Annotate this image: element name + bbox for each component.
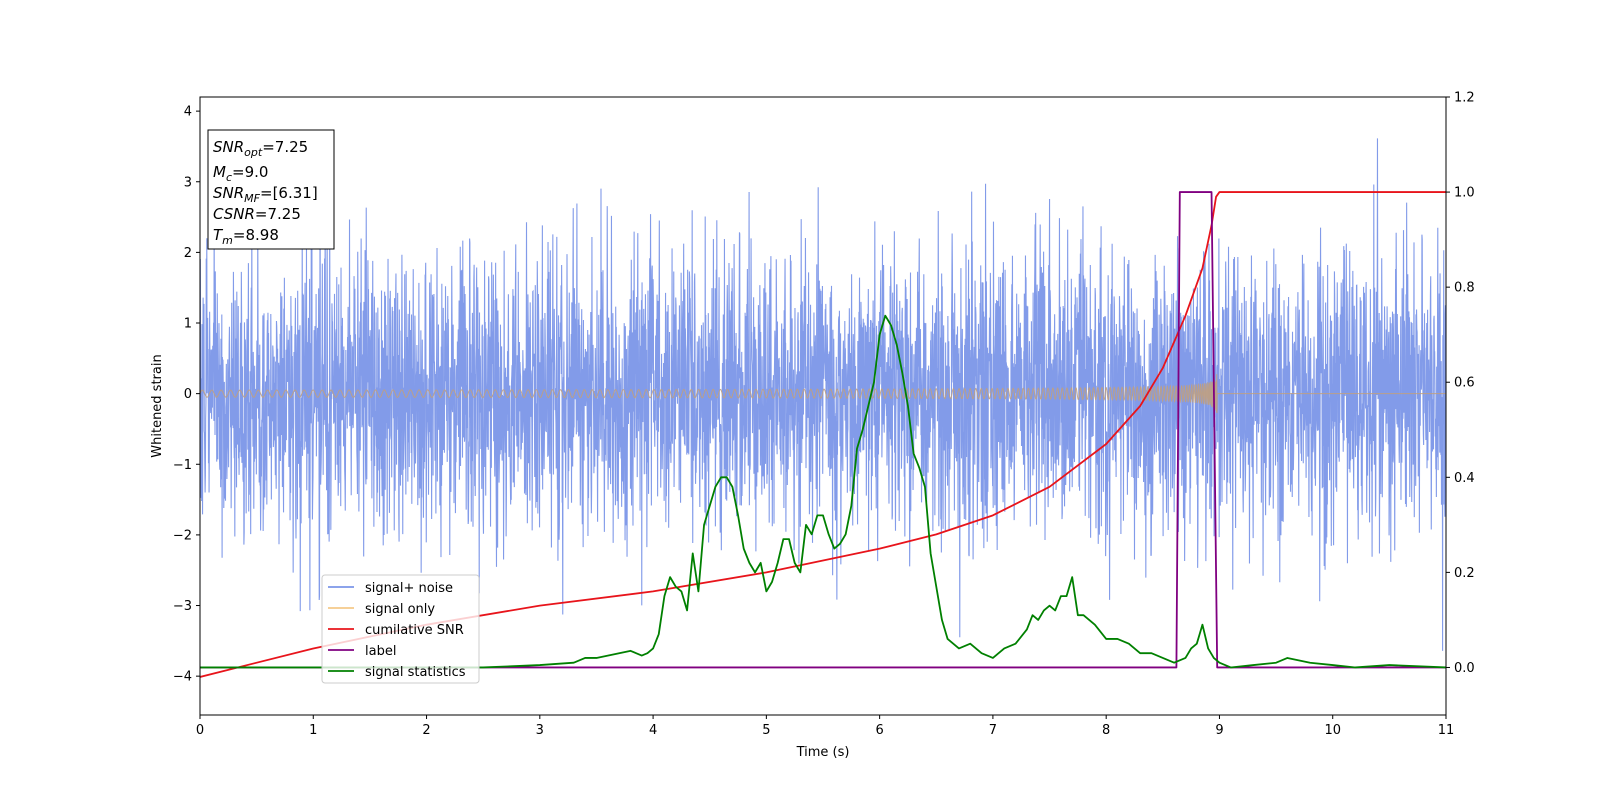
- x-tick-label: 9: [1215, 723, 1223, 738]
- x-tick-label: 6: [875, 723, 883, 738]
- y-tick-label-right: 0.2: [1454, 566, 1475, 581]
- x-tick-label: 0: [196, 723, 204, 738]
- y-tick-label-left: −2: [173, 528, 192, 543]
- y-axis-label: Whitened strain: [150, 354, 165, 457]
- info-textbox-line: SNRMF=[6.31]: [213, 184, 318, 205]
- y-tick-label-left: −1: [173, 458, 192, 473]
- info-textbox-line: Mc=9.0: [213, 163, 268, 184]
- y-tick-label-left: 2: [184, 246, 192, 261]
- x-tick-label: 2: [422, 723, 430, 738]
- info-textbox-line: Tm=8.98: [213, 226, 279, 247]
- y-tick-label-left: 4: [184, 105, 192, 120]
- info-textbox-line: SNRopt=7.25: [213, 138, 308, 159]
- legend-label: signal only: [365, 602, 435, 617]
- legend-label: signal statistics: [365, 665, 466, 680]
- info-textbox-frame: [207, 129, 335, 250]
- x-tick-label: 8: [1102, 723, 1110, 738]
- y-tick-label-right: 1.0: [1454, 186, 1475, 201]
- series-signal-only-line: [200, 374, 1446, 414]
- y-tick-label-left: −4: [173, 670, 192, 685]
- x-axis-label: Time (s): [796, 745, 850, 760]
- series-label-line: [200, 191, 1446, 669]
- y-tick-label-right: 0.6: [1454, 376, 1475, 391]
- legend-frame: [321, 574, 480, 684]
- legend-label: cumilative SNR: [365, 623, 464, 638]
- y-tick-label-left: −3: [173, 599, 192, 614]
- y-axis-left: 4 3 2 1 0 −1 −2 −3 −4: [173, 105, 200, 685]
- x-tick-label: 4: [649, 723, 657, 738]
- y-tick-label-right: 0.0: [1454, 661, 1475, 676]
- y-axis-right: 1.2 1.0 0.8 0.6 0.4 0.2 0.0: [1446, 91, 1475, 676]
- y-tick-label-left: 1: [184, 317, 192, 332]
- x-axis: 0 1 2 3 4 5 6 7 8 9 10 11: [196, 715, 1454, 738]
- legend-label: signal+ noise: [365, 581, 453, 596]
- x-tick-label: 1: [309, 723, 317, 738]
- series-signal-statistics-line: [200, 314, 1446, 669]
- plot-series-layer: [200, 138, 1446, 678]
- y-tick-label-right: 0.4: [1454, 471, 1475, 486]
- legend-label: label: [365, 644, 396, 659]
- y-tick-label-left: 3: [184, 175, 192, 190]
- legend: signal+ noise signal only cumilative SNR la…: [321, 574, 480, 684]
- info-textbox-line: CSNR=7.25: [213, 205, 301, 223]
- plot-frame: [199, 96, 1447, 716]
- y-tick-label-right: 0.8: [1454, 281, 1475, 296]
- x-tick-label: 7: [989, 723, 997, 738]
- x-tick-label: 11: [1438, 723, 1455, 738]
- y-tick-label-left: 0: [184, 387, 192, 402]
- series-signal-noise-line: [200, 138, 1446, 651]
- x-tick-label: 3: [536, 723, 544, 738]
- y-tick-label-right: 1.2: [1454, 91, 1475, 106]
- x-tick-label: 10: [1324, 723, 1341, 738]
- x-tick-label: 5: [762, 723, 770, 738]
